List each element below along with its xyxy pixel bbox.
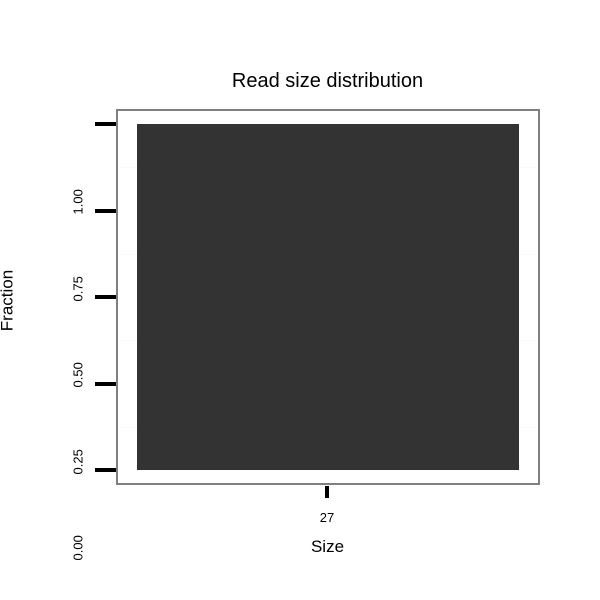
y-axis-title: Fraction: [0, 269, 17, 332]
x-tick-label: 27: [319, 510, 335, 525]
y-tick-label: 0.25: [70, 449, 86, 475]
y-tick-label: 1.00: [70, 189, 86, 215]
y-tick-mark: [95, 382, 116, 386]
x-tick-mark: [325, 486, 329, 498]
y-tick-mark: [95, 468, 116, 472]
chart-title: Read size distribution: [231, 70, 424, 92]
y-tick-mark: [95, 122, 116, 126]
y-tick-mark: [95, 295, 116, 299]
bar-segment[interactable]: [137, 124, 519, 470]
plot-panel: [116, 109, 540, 485]
x-axis-title: Size: [310, 537, 345, 556]
y-tick-label: 0.75: [70, 276, 86, 302]
y-tick-label: 0.50: [70, 362, 86, 388]
y-tick-mark: [95, 209, 116, 213]
